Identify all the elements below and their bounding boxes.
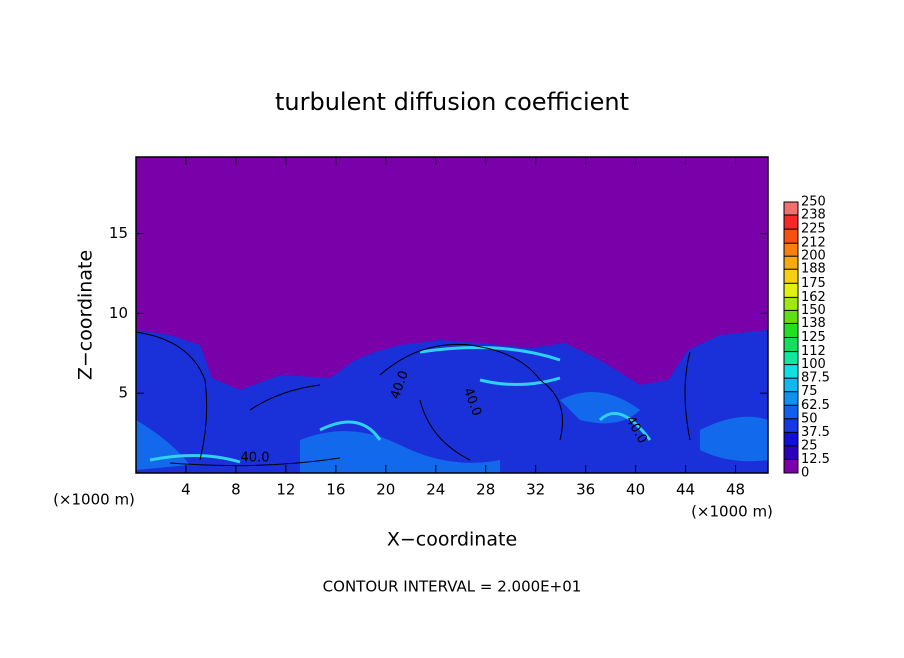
colorbar-cell bbox=[784, 445, 798, 460]
x-tick-label: 36 bbox=[576, 481, 595, 499]
colorbar-cell bbox=[784, 283, 798, 298]
cyan-streaks bbox=[149, 346, 652, 464]
chart-title: turbulent diffusion coefficient bbox=[275, 88, 629, 116]
colorbar-label: 138 bbox=[801, 316, 826, 331]
colorbar-label: 212 bbox=[801, 236, 826, 251]
colorbar-label: 150 bbox=[801, 303, 826, 318]
x-tick-label: 48 bbox=[726, 481, 745, 499]
y-tick-label: 10 bbox=[109, 304, 128, 322]
x-tick-label: 24 bbox=[426, 481, 445, 499]
colorbar-label: 238 bbox=[801, 208, 826, 223]
colorbar-label: 162 bbox=[801, 290, 826, 305]
colorbar-label: 87.5 bbox=[801, 371, 830, 386]
colorbar-cell bbox=[784, 229, 798, 244]
colorbar-cell bbox=[784, 323, 798, 338]
colorbar-label: 112 bbox=[801, 344, 826, 359]
field bbox=[135, 157, 768, 473]
colorbar-cell bbox=[784, 391, 798, 406]
contour-label: 40.0 bbox=[241, 451, 270, 466]
x-axis-label: X−coordinate bbox=[387, 529, 517, 551]
colorbar-label: 225 bbox=[801, 222, 826, 237]
colorbar-cell bbox=[784, 337, 798, 352]
colorbar-label: 0 bbox=[801, 466, 809, 481]
x-tick-label: 8 bbox=[231, 481, 241, 499]
colorbar-label: 75 bbox=[801, 384, 818, 399]
y-axis-label: Z−coordinate bbox=[75, 250, 97, 380]
colorbar-cell bbox=[784, 310, 798, 324]
colorbar-label: 175 bbox=[801, 276, 826, 291]
colorbar-cell bbox=[784, 243, 798, 257]
x-tick-label: 12 bbox=[276, 481, 295, 499]
x-tick-label: 4 bbox=[181, 481, 191, 499]
colorbar-cell bbox=[784, 256, 798, 270]
x-tick-label: 28 bbox=[476, 481, 495, 499]
colorbar-cell bbox=[784, 215, 798, 230]
colorbar-label: 188 bbox=[801, 262, 826, 277]
colorbar-cell bbox=[784, 405, 798, 419]
colorbar-cell bbox=[784, 202, 798, 216]
colorbar-label: 12.5 bbox=[801, 452, 830, 467]
plot-frame bbox=[135, 156, 769, 474]
colorbar-label: 37.5 bbox=[801, 425, 830, 440]
colorbar-label: 200 bbox=[801, 249, 826, 264]
x-tick-label: 20 bbox=[376, 481, 395, 499]
colorbar-label: 25 bbox=[801, 438, 818, 453]
y-tick-label: 5 bbox=[118, 384, 128, 402]
turbulent-layer bbox=[136, 330, 768, 473]
colorbar-cell bbox=[784, 432, 798, 446]
colorbar-cell bbox=[784, 269, 798, 284]
x-tick-label: 32 bbox=[526, 481, 545, 499]
x-tick-label: 44 bbox=[676, 481, 695, 499]
turbulent-streaks bbox=[136, 392, 768, 473]
colorbar-label: 100 bbox=[801, 357, 826, 372]
colorbar-cell bbox=[784, 297, 798, 311]
colorbar-label: 50 bbox=[801, 411, 818, 426]
colorbar-cell bbox=[784, 459, 798, 473]
y-tick-label: 15 bbox=[109, 224, 128, 242]
colorbar-label: 125 bbox=[801, 330, 826, 345]
colorbar-label: 250 bbox=[801, 195, 826, 210]
x-tick-label: 16 bbox=[326, 481, 345, 499]
x-unit-right: (×1000 m) bbox=[691, 503, 773, 521]
colorbar-cell bbox=[784, 418, 798, 433]
colorbar-cell bbox=[784, 351, 798, 365]
colorbar-label: 62.5 bbox=[801, 398, 830, 413]
contour-lines bbox=[135, 331, 691, 467]
x-unit-left: (×1000 m) bbox=[53, 491, 135, 509]
colorbar-cell bbox=[784, 378, 798, 392]
colorbar-cell bbox=[784, 364, 798, 379]
x-tick-label: 40 bbox=[626, 481, 645, 499]
footer: CONTOUR INTERVAL = 2.000E+01 bbox=[323, 578, 582, 596]
